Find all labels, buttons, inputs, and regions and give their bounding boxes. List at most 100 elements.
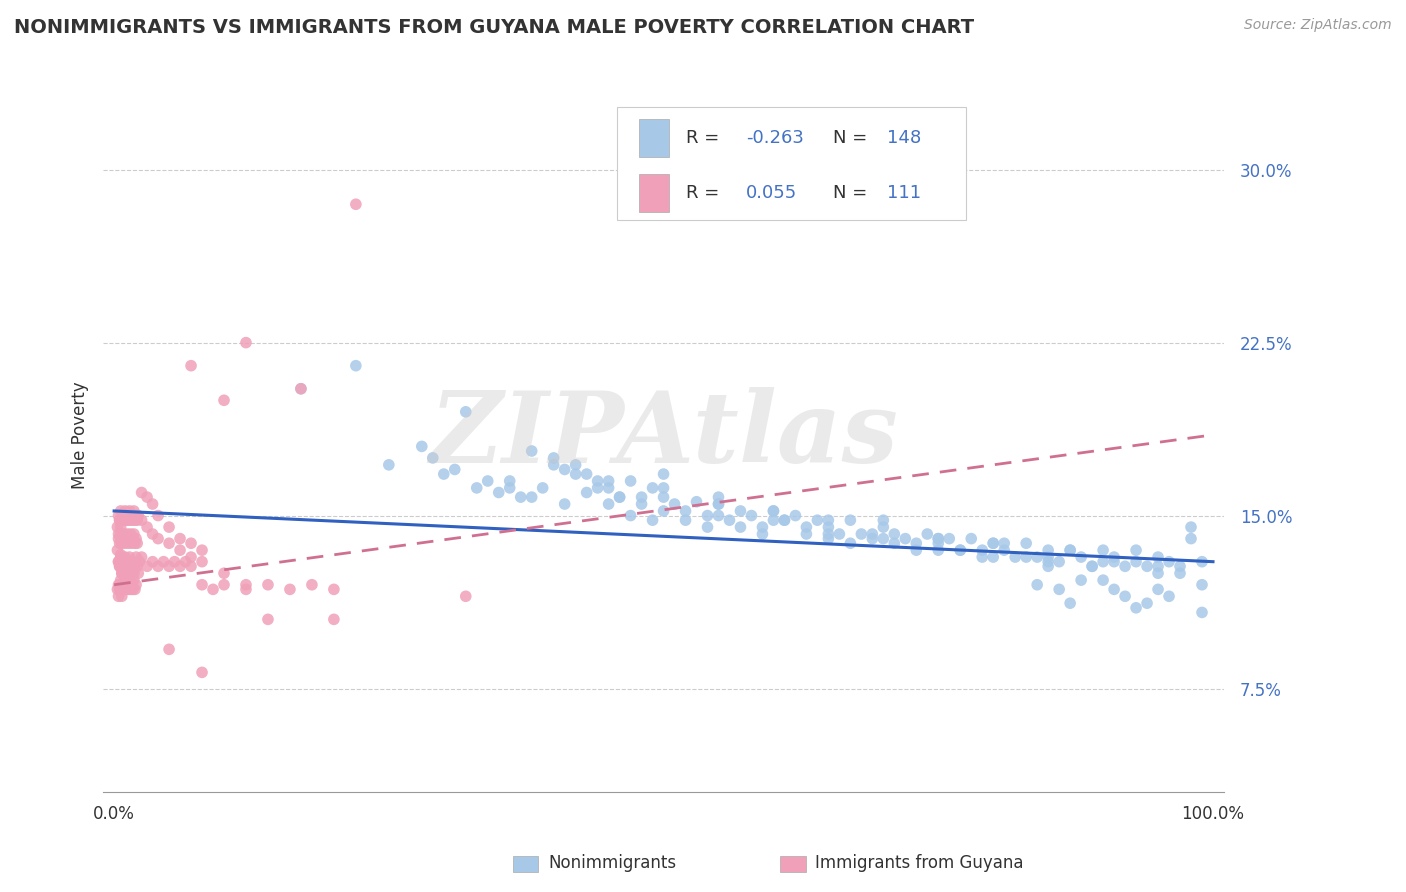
Point — [1059, 596, 1081, 610]
Point — [112, 582, 135, 597]
Point — [125, 550, 148, 565]
Point — [751, 520, 773, 534]
Point — [191, 665, 214, 680]
Point — [1026, 550, 1049, 565]
Point — [107, 532, 129, 546]
Point — [785, 508, 807, 523]
Point — [422, 450, 444, 465]
Point — [664, 497, 686, 511]
Point — [972, 543, 994, 558]
Point — [509, 490, 531, 504]
Text: Source: ZipAtlas.com: Source: ZipAtlas.com — [1244, 18, 1392, 32]
Point — [121, 582, 143, 597]
Point — [117, 559, 139, 574]
Point — [180, 559, 202, 574]
Text: 111: 111 — [887, 184, 921, 202]
Point — [235, 578, 257, 592]
Point — [110, 550, 132, 565]
Point — [212, 566, 235, 581]
Point — [575, 467, 598, 481]
Point — [107, 555, 129, 569]
Point — [949, 543, 972, 558]
Point — [411, 439, 433, 453]
Point — [108, 559, 131, 574]
Point — [1191, 555, 1213, 569]
Point — [520, 444, 543, 458]
Point — [1180, 532, 1202, 546]
Point — [981, 536, 1004, 550]
Point — [146, 532, 169, 546]
Point — [981, 536, 1004, 550]
Point — [136, 520, 159, 534]
Point — [917, 527, 939, 541]
Point — [131, 485, 153, 500]
Point — [120, 582, 142, 597]
Point — [111, 566, 134, 581]
Point — [180, 536, 202, 550]
Point — [122, 527, 145, 541]
Point — [773, 513, 796, 527]
Point — [127, 536, 149, 550]
Point — [121, 513, 143, 527]
Point — [531, 481, 554, 495]
Point — [1059, 543, 1081, 558]
Text: Nonimmigrants: Nonimmigrants — [548, 855, 676, 872]
Text: 148: 148 — [887, 129, 921, 147]
Point — [128, 555, 150, 569]
Point — [1070, 550, 1092, 565]
Point — [762, 513, 785, 527]
Point — [1092, 555, 1115, 569]
Point — [696, 520, 718, 534]
Point — [598, 497, 620, 511]
Point — [817, 527, 839, 541]
Point — [125, 532, 148, 546]
Point — [652, 504, 675, 518]
Point — [927, 543, 949, 558]
Point — [872, 532, 894, 546]
Point — [111, 513, 134, 527]
Point — [121, 508, 143, 523]
Point — [110, 573, 132, 587]
Point — [707, 508, 730, 523]
Point — [157, 536, 180, 550]
Point — [630, 490, 652, 504]
Point — [927, 532, 949, 546]
Point — [1092, 543, 1115, 558]
Point — [619, 508, 641, 523]
Point — [1081, 559, 1104, 574]
Point — [1015, 550, 1038, 565]
Text: Immigrants from Guyana: Immigrants from Guyana — [815, 855, 1024, 872]
Point — [707, 497, 730, 511]
Point — [762, 504, 785, 518]
Point — [839, 536, 862, 550]
Point — [1125, 555, 1147, 569]
Point — [499, 474, 522, 488]
Point — [598, 481, 620, 495]
Point — [111, 532, 134, 546]
Point — [675, 513, 697, 527]
Point — [543, 458, 565, 472]
Point — [111, 513, 134, 527]
Point — [290, 382, 312, 396]
Point — [174, 555, 197, 569]
Point — [136, 490, 159, 504]
Point — [142, 527, 165, 541]
Point — [121, 536, 143, 550]
Point — [142, 555, 165, 569]
Point — [108, 582, 131, 597]
Point — [110, 520, 132, 534]
Point — [117, 536, 139, 550]
Point — [1102, 555, 1125, 569]
Point — [111, 578, 134, 592]
Point — [817, 513, 839, 527]
Point — [465, 481, 488, 495]
Point — [124, 536, 146, 550]
Point — [993, 543, 1015, 558]
Point — [927, 532, 949, 546]
Point — [1114, 559, 1136, 574]
Point — [1136, 559, 1159, 574]
Point — [860, 532, 883, 546]
Point — [1036, 555, 1059, 569]
Point — [322, 612, 344, 626]
Point — [110, 582, 132, 597]
